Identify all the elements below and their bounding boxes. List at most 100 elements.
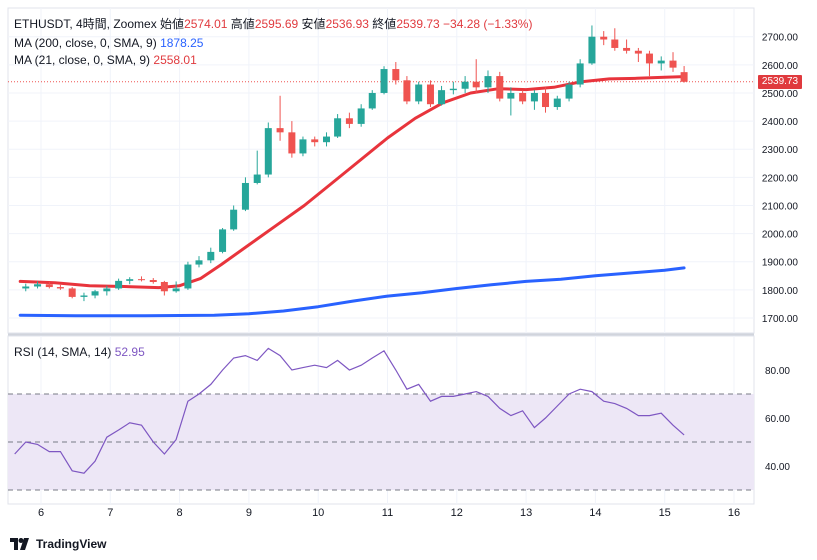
candle-body: [276, 128, 284, 133]
ma21-line: [18, 75, 686, 290]
candle-body: [207, 251, 215, 261]
candle: [449, 81, 457, 95]
candle: [634, 47, 642, 63]
candle: [357, 104, 365, 127]
close-label: 終値: [372, 17, 397, 31]
candle: [507, 87, 515, 116]
candle: [645, 50, 653, 77]
y-tick-label: 2600.00: [762, 61, 799, 72]
candle: [172, 281, 180, 293]
candle-body: [645, 53, 653, 64]
candle-body: [519, 92, 527, 102]
legend-rsi: RSI (14, SMA, 14) 52.95: [14, 345, 145, 359]
ma200-label: MA (200, close, 0, SMA, 9): [14, 36, 157, 50]
candle: [311, 136, 319, 147]
candle-body: [103, 288, 111, 292]
candle-body: [323, 136, 331, 143]
candle: [45, 281, 53, 289]
candle: [184, 261, 192, 290]
candle: [542, 87, 550, 113]
candle: [115, 278, 123, 290]
candle: [565, 81, 573, 102]
ma21-label: MA (21, close, 0, SMA, 9): [14, 53, 151, 67]
candle: [680, 66, 688, 83]
candle: [345, 112, 353, 129]
last-price-badge: 2539.73: [758, 75, 802, 89]
candle-body: [507, 92, 515, 99]
candle-body: [91, 291, 99, 296]
x-tick-label: 16: [728, 507, 740, 519]
candle-body: [623, 47, 631, 51]
candle: [160, 280, 168, 296]
candle: [323, 132, 331, 147]
tradingview-logo-icon: [10, 538, 29, 550]
candle-body: [669, 60, 677, 68]
ma21-value: 2558.01: [153, 53, 197, 67]
candle-body: [530, 92, 538, 102]
candle-body: [611, 39, 619, 48]
candle-body: [172, 288, 180, 292]
candle-body: [461, 81, 469, 89]
candle-body: [472, 81, 480, 88]
x-tick-label: 8: [177, 507, 183, 519]
candle-body: [160, 281, 168, 292]
candle: [611, 28, 619, 51]
candle: [91, 289, 99, 299]
candle: [553, 95, 561, 110]
candle: [669, 52, 677, 72]
candle-body: [588, 36, 596, 64]
candle-body: [634, 50, 642, 54]
candle: [137, 276, 145, 282]
tradingview-logo[interactable]: TradingView: [10, 537, 106, 551]
candle: [380, 66, 388, 95]
x-tick-label: 11: [382, 507, 393, 519]
y-tick-label: 1800.00: [762, 286, 799, 297]
x-tick-label: 9: [246, 507, 252, 519]
candle: [103, 285, 111, 296]
candle-body: [264, 128, 272, 175]
candle: [576, 59, 584, 88]
candle: [149, 278, 157, 284]
candle-body: [241, 182, 249, 210]
candle-body: [368, 92, 376, 109]
candle-body: [230, 209, 238, 230]
candle: [264, 122, 272, 178]
candle: [34, 281, 42, 289]
candle-body: [449, 88, 457, 91]
high-value: 2595.69: [254, 17, 299, 31]
candle: [230, 205, 238, 231]
rsi-label: RSI (14, SMA, 14): [14, 345, 112, 359]
candle: [80, 292, 88, 302]
candle: [438, 85, 446, 106]
symbol-label: ETHUSDT, 4時間, Zoomex: [14, 17, 157, 31]
candle-body: [34, 284, 42, 287]
candle-body: [253, 174, 261, 183]
change-value: −34.28 (−1.33%): [443, 17, 533, 31]
candle-body: [115, 280, 123, 289]
candle-body: [576, 63, 584, 85]
candle: [403, 76, 411, 105]
candle: [392, 62, 400, 85]
candle-body: [657, 60, 665, 64]
candle-body: [149, 280, 157, 282]
candle-body: [80, 295, 88, 297]
candle-body: [219, 229, 227, 252]
candle-body: [288, 132, 296, 154]
candle-body: [565, 84, 573, 99]
candle-body: [680, 72, 688, 82]
candle-body: [137, 279, 145, 281]
x-tick-label: 13: [520, 507, 532, 519]
candle: [519, 90, 527, 105]
rsi-value: 52.95: [114, 345, 145, 359]
open-value: 2574.01: [184, 17, 228, 31]
candle-body: [299, 139, 307, 154]
candle-body: [184, 264, 192, 289]
ma200-line: [18, 266, 686, 318]
candle: [299, 136, 307, 157]
candle-body: [126, 279, 134, 281]
ma200-value: 1878.25: [160, 36, 204, 50]
y-tick-label: 2500.00: [762, 89, 799, 100]
candle: [623, 39, 631, 54]
candle-body: [56, 287, 64, 289]
